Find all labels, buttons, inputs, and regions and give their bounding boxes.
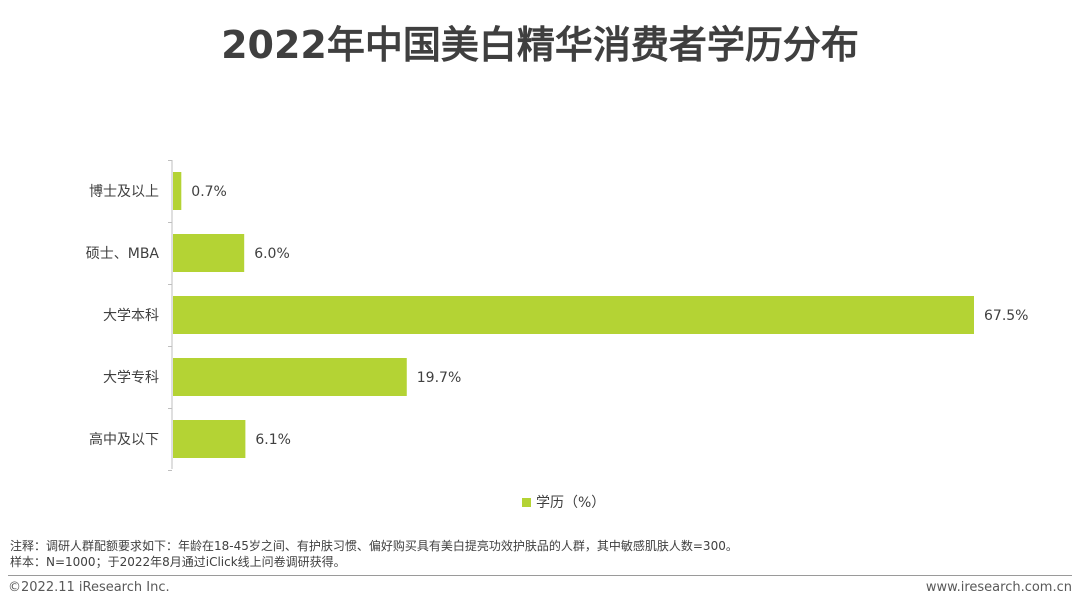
legend-swatch: [522, 497, 531, 507]
category-label: 大学本科: [103, 308, 159, 324]
note-line-1: 注释：调研人群配额要求如下：年龄在18-45岁之间、有护肤习惯、偏好购买具有美白…: [10, 539, 738, 553]
page-title: 2022年中国美白精华消费者学历分布: [221, 23, 859, 67]
bar: [173, 420, 246, 458]
footer-website: www.iresearch.com.cn: [925, 580, 1072, 595]
chart-legend: 学历（%）: [522, 492, 605, 512]
legend-label: 学历（%）: [536, 495, 606, 511]
bar: [173, 172, 182, 210]
bar: [173, 296, 974, 334]
data-label: 0.7%: [191, 184, 227, 200]
notes: 注释：调研人群配额要求如下：年龄在18-45岁之间、有护肤习惯、偏好购买具有美白…: [10, 538, 738, 570]
footer-divider: [8, 575, 1072, 576]
data-label: 6.1%: [255, 432, 291, 448]
data-label: 6.0%: [254, 246, 290, 262]
data-label: 67.5%: [984, 308, 1028, 324]
category-label: 大学专科: [103, 370, 159, 386]
data-label: 19.7%: [417, 370, 461, 386]
category-label: 高中及以下: [89, 431, 159, 448]
note-line-2: 样本：N=1000；于2022年8月通过iClick线上问卷调研获得。: [10, 555, 346, 569]
footer-copyright: ©2022.11 iResearch Inc.: [8, 580, 170, 595]
category-label: 博士及以上: [89, 183, 159, 200]
bar: [173, 358, 407, 396]
category-label: 硕士、MBA: [86, 246, 160, 262]
bar: [173, 234, 245, 272]
